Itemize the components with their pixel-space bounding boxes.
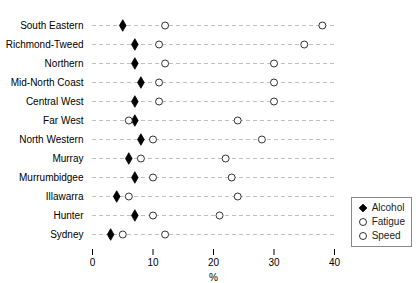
- svg-text:North Western: North Western: [19, 134, 83, 145]
- svg-text:0: 0: [90, 257, 96, 268]
- svg-text:Sydney: Sydney: [50, 229, 83, 240]
- html-text:Speed: Speed: [371, 230, 401, 241]
- svg-text:20: 20: [208, 257, 220, 268]
- svg-text:Hunter: Hunter: [53, 210, 84, 221]
- html-text:Alcohol: Alcohol: [371, 202, 405, 213]
- svg-text:Richmond-Tweed: Richmond-Tweed: [6, 39, 84, 50]
- svg-text:30: 30: [268, 257, 280, 268]
- html-text:Fatigue: Fatigue: [371, 216, 405, 227]
- svg-text:Central West: Central West: [26, 96, 84, 107]
- svg-text:10: 10: [147, 257, 159, 268]
- svg-text:Northern: Northern: [45, 58, 84, 69]
- svg-text:South Eastern: South Eastern: [20, 20, 83, 31]
- svg-text:Murray: Murray: [52, 153, 83, 164]
- svg-text:%: %: [209, 272, 218, 283]
- svg-text:40: 40: [329, 257, 341, 268]
- svg-text:Illawarra: Illawarra: [46, 191, 84, 202]
- svg-text:Murrumbidgee: Murrumbidgee: [19, 172, 84, 183]
- svg-text:Mid-North Coast: Mid-North Coast: [11, 77, 84, 88]
- svg-text:Far West: Far West: [43, 115, 84, 126]
